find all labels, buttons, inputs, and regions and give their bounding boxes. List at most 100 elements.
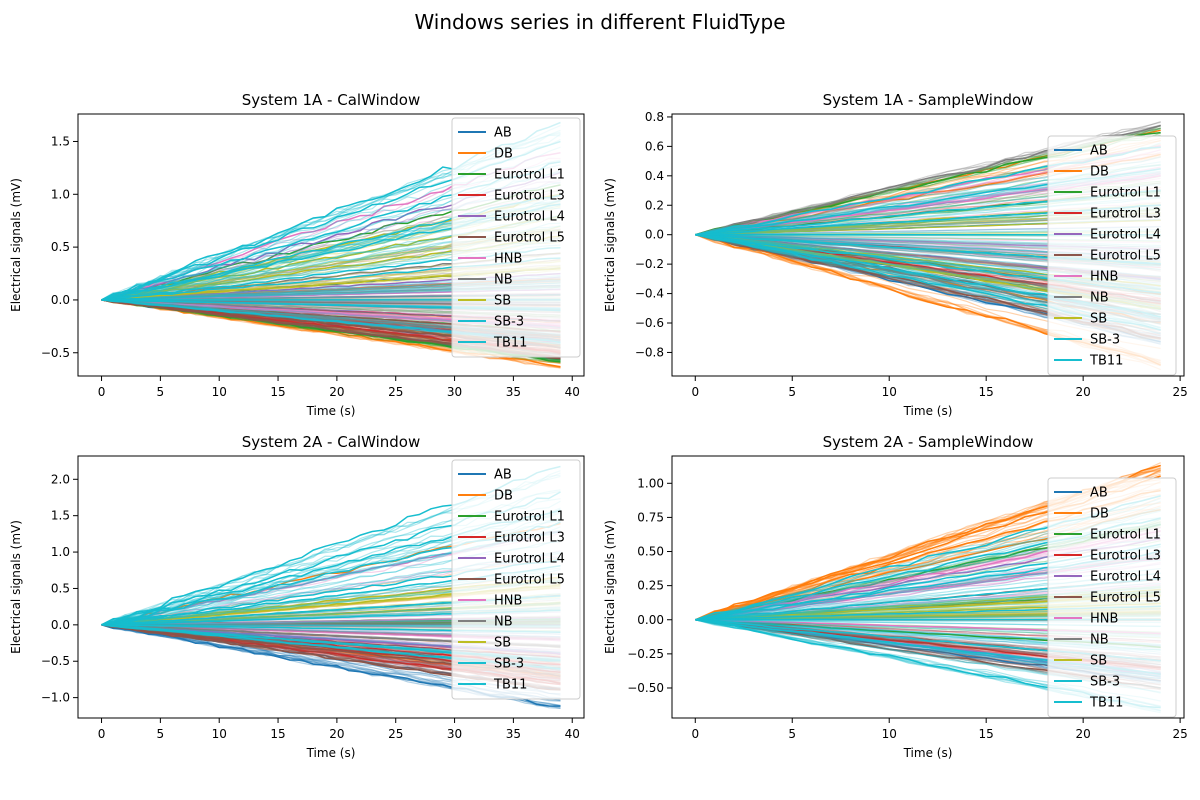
y-axis-label: Electrical signals (mV)	[9, 520, 23, 654]
legend-label-nb: NB	[494, 273, 513, 288]
x-tick-label: 0	[691, 385, 699, 399]
x-tick-label: 15	[979, 385, 994, 399]
x-tick-label: 5	[157, 385, 165, 399]
legend-label-ab: AB	[494, 468, 512, 483]
legend-label-eurotrol-l1: Eurotrol L1	[494, 510, 565, 525]
y-tick-label: −0.2	[635, 257, 664, 271]
legend-label-eurotrol-l1: Eurotrol L1	[494, 168, 565, 183]
y-tick-label: −0.4	[635, 287, 664, 301]
subplot-title: System 2A - SampleWindow	[823, 433, 1034, 451]
legend-label-tb11: TB11	[493, 336, 527, 351]
y-tick-label: 1.5	[51, 509, 70, 523]
legend-label-sb-3: SB-3	[1090, 675, 1120, 690]
y-tick-label: 2.0	[51, 472, 70, 486]
x-tick-label: 0	[98, 727, 106, 741]
x-tick-label: 5	[788, 727, 796, 741]
x-tick-label: 30	[447, 385, 462, 399]
x-axis-label: Time (s)	[306, 746, 356, 760]
legend-label-nb: NB	[1090, 291, 1109, 306]
x-tick-label: 30	[447, 727, 462, 741]
y-tick-label: −0.5	[41, 654, 70, 668]
x-tick-label: 25	[388, 385, 403, 399]
y-tick-label: −1.0	[41, 691, 70, 705]
legend-label-nb: NB	[494, 615, 513, 630]
x-axis-label: Time (s)	[903, 404, 953, 418]
y-tick-label: −0.8	[635, 345, 664, 359]
legend-label-eurotrol-l4: Eurotrol L4	[1090, 570, 1161, 585]
legend-label-eurotrol-l4: Eurotrol L4	[494, 210, 565, 225]
y-tick-label: 1.0	[51, 187, 70, 201]
axes-frame	[77, 455, 585, 719]
subplot-title: System 1A - SampleWindow	[823, 91, 1034, 109]
legend: AB DB Eurotrol L1 Eurotrol L3 Eurotrol L4 Eur…	[451, 117, 581, 358]
y-axis-label: Electrical signals (mV)	[9, 178, 23, 312]
legend-label-sb: SB	[494, 636, 511, 651]
y-tick-label: 0.8	[645, 110, 664, 124]
y-tick-label: 0.0	[645, 228, 664, 242]
subplot-system-1a-calwindow: System 1A - CalWindow 0 5 10 15 20 25 30 35 40 −0.…	[9, 91, 585, 418]
legend-label-ab: AB	[1090, 486, 1108, 501]
axes-frame	[671, 455, 1185, 719]
x-tick-label: 10	[212, 727, 227, 741]
x-tick-label: 25	[1172, 385, 1187, 399]
y-tick-label: 0.25	[637, 579, 664, 593]
legend-label-eurotrol-l5: Eurotrol L5	[494, 573, 565, 588]
y-tick-label: −0.5	[41, 346, 70, 360]
y-axis-label: Electrical signals (mV)	[603, 520, 617, 654]
x-tick-label: 25	[388, 727, 403, 741]
legend-label-tb11: TB11	[1089, 354, 1123, 369]
x-tick-label: 10	[212, 385, 227, 399]
legend-label-eurotrol-l5: Eurotrol L5	[1090, 591, 1161, 606]
axes-frame	[77, 113, 585, 377]
legend-label-eurotrol-l3: Eurotrol L3	[1090, 207, 1161, 222]
legend-box	[1047, 135, 1177, 376]
x-tick-label: 40	[565, 385, 580, 399]
subplot-system-2a-calwindow: System 2A - CalWindow 0 5 10 15 20 25 30 35 40 −1.…	[9, 433, 585, 760]
y-tick-label: 0.75	[637, 510, 664, 524]
x-tick-label: 20	[1076, 727, 1091, 741]
legend-label-sb: SB	[1090, 654, 1107, 669]
y-tick-label: 0.0	[51, 293, 70, 307]
x-tick-label: 0	[98, 385, 106, 399]
legend-label-eurotrol-l1: Eurotrol L1	[1090, 186, 1161, 201]
subplot-system-2a-samplewindow: System 2A - SampleWindow 0 5 10 15 20 25 −0.50 −…	[603, 433, 1188, 760]
y-tick-label: −0.25	[627, 647, 664, 661]
legend: AB DB Eurotrol L1 Eurotrol L3 Eurotrol L4 Eur…	[451, 459, 581, 700]
x-tick-label: 10	[882, 385, 897, 399]
x-tick-label: 20	[329, 385, 344, 399]
y-tick-label: 1.00	[637, 476, 664, 490]
x-tick-label: 0	[691, 727, 699, 741]
x-tick-label: 20	[1076, 385, 1091, 399]
legend-label-hnb: HNB	[1090, 612, 1118, 627]
y-tick-label: 0.00	[637, 613, 664, 627]
legend-label-eurotrol-l4: Eurotrol L4	[1090, 228, 1161, 243]
legend-label-sb-3: SB-3	[1090, 333, 1120, 348]
legend-label-db: DB	[494, 147, 513, 162]
x-tick-label: 20	[329, 727, 344, 741]
legend-label-hnb: HNB	[494, 252, 522, 267]
figure-title: Windows series in different FluidType	[414, 10, 786, 34]
y-tick-label: −0.6	[635, 316, 664, 330]
legend-label-eurotrol-l3: Eurotrol L3	[1090, 549, 1161, 564]
y-axis-label: Electrical signals (mV)	[603, 178, 617, 312]
y-tick-label: 0.5	[51, 581, 70, 595]
legend-label-eurotrol-l1: Eurotrol L1	[1090, 528, 1161, 543]
legend-label-sb-3: SB-3	[494, 315, 524, 330]
x-tick-label: 15	[270, 727, 285, 741]
legend-label-sb: SB	[1090, 312, 1107, 327]
x-tick-label: 25	[1172, 727, 1187, 741]
legend-label-ab: AB	[1090, 144, 1108, 159]
legend-label-hnb: HNB	[1090, 270, 1118, 285]
x-tick-label: 5	[157, 727, 165, 741]
x-tick-label: 15	[979, 727, 994, 741]
legend-box	[1047, 477, 1177, 718]
legend-box	[451, 117, 581, 358]
y-tick-label: 1.5	[51, 134, 70, 148]
y-tick-label: 0.2	[645, 198, 664, 212]
subplot-system-1a-samplewindow: System 1A - SampleWindow 0 5 10 15 20 25 −0.8 −0…	[603, 91, 1188, 418]
axes-frame	[671, 113, 1185, 377]
legend-label-db: DB	[1090, 165, 1109, 180]
legend-label-hnb: HNB	[494, 594, 522, 609]
x-tick-label: 35	[506, 385, 521, 399]
